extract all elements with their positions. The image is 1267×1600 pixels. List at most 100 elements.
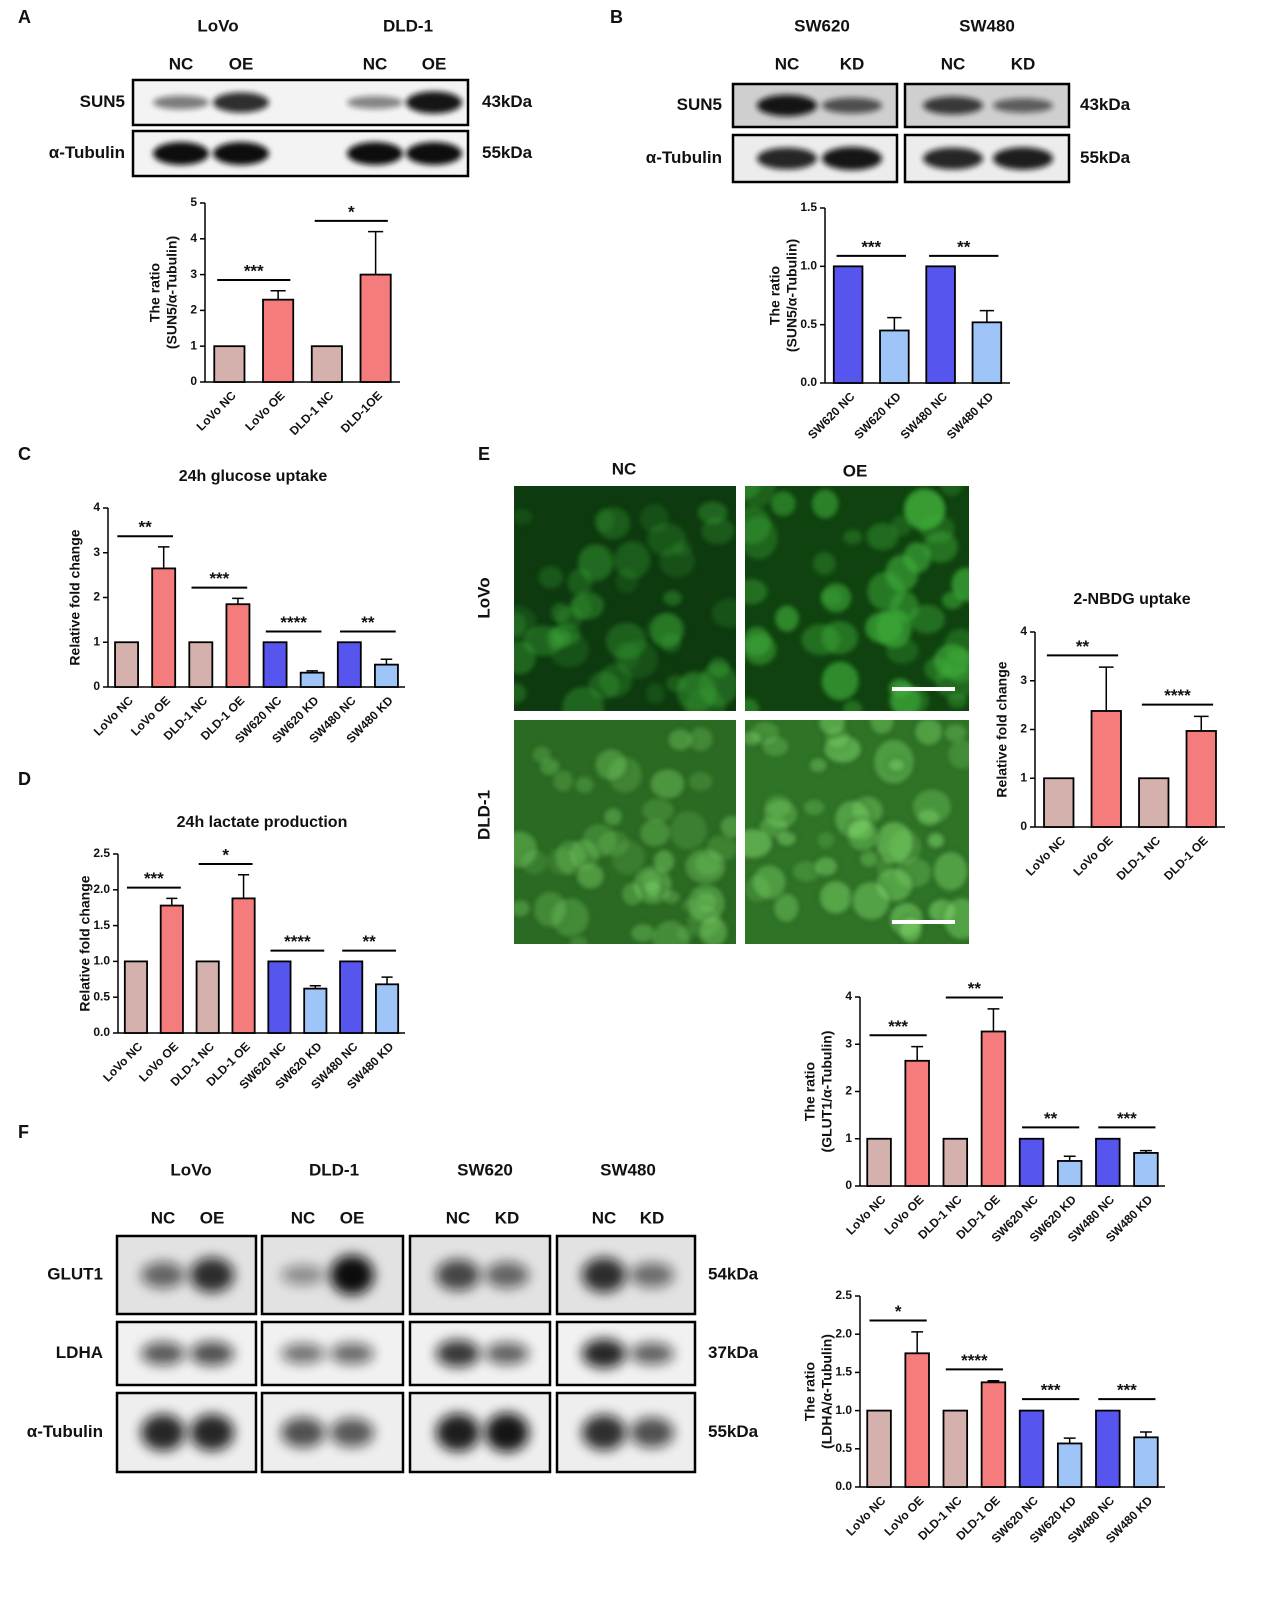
y-axis-label: (LDHA/α-Tubulin) [819,1334,835,1449]
bar [971,321,1003,384]
bar [225,603,251,688]
significance-label: ** [968,979,982,998]
bar [942,1409,969,1488]
error-bar [309,984,321,989]
cell [911,787,953,826]
y-axis-label: The ratio [767,266,783,325]
blot-group-label: DLD-1 [309,1160,359,1179]
blot-band [153,141,209,166]
lane-label: NC [151,1208,176,1227]
cell [514,682,527,704]
image-row-label: LoVo [474,577,493,618]
cell [843,529,863,545]
blot-band [190,1257,234,1293]
y-axis-label: The ratio [147,263,163,322]
molecular-weight: 55kDa [708,1422,759,1441]
cell [648,767,687,801]
blot-band [330,1417,374,1448]
y-tick-label: 2.5 [93,846,110,860]
blot-group-label: SW480 [959,16,1015,35]
cell [812,489,839,519]
bar [1095,1137,1121,1187]
error-bar [1063,1437,1076,1444]
y-tick-label: 1.0 [93,954,110,968]
cell [701,517,735,545]
blot-band [923,96,983,115]
error-bar [380,658,393,665]
bar [980,1381,1007,1488]
blot-band [406,141,462,166]
cell [801,624,841,656]
blot-band [757,94,817,117]
significance-label: *** [861,237,881,256]
significance-label: ** [361,613,375,632]
significance-label: ** [1044,1109,1058,1128]
y-tick-label: 2 [1020,722,1027,736]
bar [159,904,184,1034]
blot-band [141,1341,185,1366]
cell [745,579,768,605]
blot-row-label: α-Tubulin [27,1422,103,1441]
blot-band [485,1261,529,1289]
cell [568,934,589,944]
y-tick-label: 1.5 [800,200,817,214]
significance-label: *** [209,569,229,588]
panel-letter: D [18,769,31,789]
significance-label: * [895,1302,902,1321]
cell [519,848,550,876]
blot-band [330,1342,374,1365]
cell [801,797,827,817]
significance-label: * [348,202,355,221]
significance-label: ** [363,932,377,951]
blot-band [213,141,269,166]
cell [886,638,919,664]
blot-band [281,1343,325,1364]
bar [188,641,214,688]
blot-band [330,1255,374,1295]
cell [745,634,777,665]
error-bar [238,874,250,899]
y-tick-label: 1.0 [835,1403,852,1417]
cell [817,720,847,737]
cell [762,793,794,820]
significance-label: *** [1117,1109,1137,1128]
molecular-weight: 37kDa [708,1343,759,1362]
blot-band [190,1414,234,1451]
significance-label: *** [1117,1381,1137,1400]
y-tick-label: 1.5 [93,918,110,932]
bar [359,273,392,383]
cell [908,604,945,634]
cell [845,817,880,853]
blot-frame [115,1234,258,1316]
y-tick-label: 0 [190,374,197,388]
bar [375,983,400,1034]
cell [889,685,921,711]
cell [866,523,899,551]
cell [562,686,605,711]
y-tick-label: 2.0 [835,1326,852,1340]
y-tick-label: 2.0 [93,882,110,896]
y-tick-label: 3 [93,545,100,559]
error-bar [1063,1155,1076,1161]
blot-band [347,141,403,166]
cell [818,879,854,916]
cell [551,768,575,794]
cell [925,831,946,850]
error-bar [381,976,393,985]
bar [151,567,177,688]
cell [775,829,798,848]
significance-label: *** [244,261,264,280]
y-axis-label: (SUN5/α-Tubulin) [784,239,800,352]
blot-band [141,1261,185,1289]
bar [303,987,328,1034]
cell [951,567,969,602]
blot-group-label: SW480 [600,1160,656,1179]
y-tick-label: 0.0 [800,375,817,389]
y-tick-label: 0 [93,679,100,693]
cell [595,829,632,858]
bar [866,1409,892,1488]
bar [1185,730,1217,828]
blot-band [630,1342,674,1365]
y-tick-label: 1.0 [800,259,817,273]
blot-band [213,92,269,113]
